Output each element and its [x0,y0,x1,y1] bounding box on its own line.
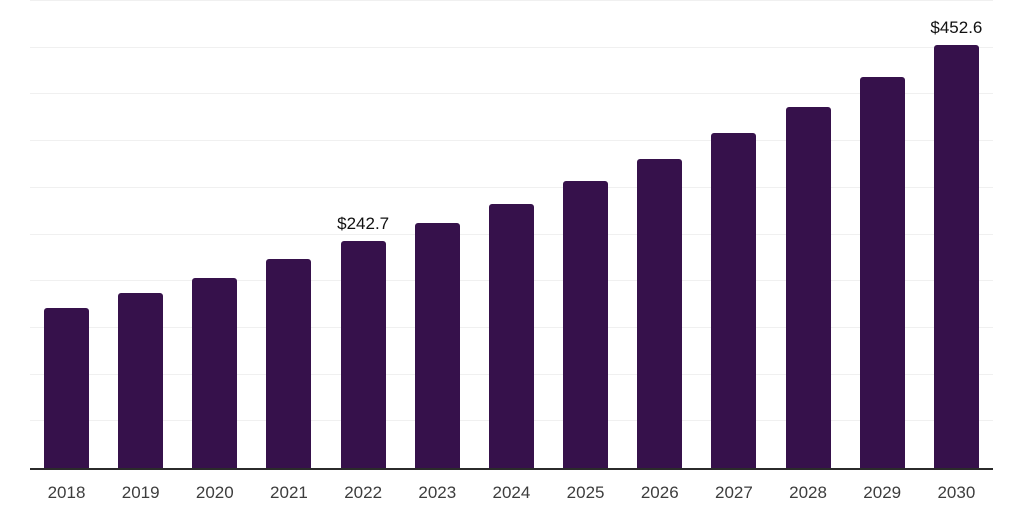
gridline-300 [30,186,993,188]
x-tick-2022: 2022 [344,483,383,502]
bar-cell-2028 [785,1,831,468]
bar-value-label-2022: $242.7 [337,214,390,234]
x-axis-labels: 2018 2019 2020 2021 2022 2023 2024 2025 2026 2027… [30,483,993,503]
bar-2026 [637,159,683,468]
x-tick-2027: 2027 [714,483,753,502]
bar-2025 [563,181,609,468]
bar-2030 [933,45,979,468]
bar-cell-2023 [414,1,460,468]
bar-cell-2024 [488,1,534,468]
x-tick-2020: 2020 [195,483,234,502]
bar-value-label-2030: $452.6 [930,18,983,38]
bar-cell-2026 [637,1,683,468]
gridline-400 [30,93,993,95]
gridline-450 [30,46,993,48]
bar-cell-2019 [118,1,164,468]
x-tick-2030: 2030 [937,483,976,502]
gridline-350 [30,140,993,142]
bar-cell-2020 [192,1,238,468]
bar-2018 [44,308,89,468]
bar-cell-2027 [711,1,757,468]
bars-container: $242.7 $452.6 [30,1,993,468]
bar-2020 [192,277,238,468]
bar-cell-2030: $452.6 [930,1,982,468]
bar-cell-2022: $242.7 [337,1,389,468]
bar-2024 [488,203,534,468]
bar-2028 [785,107,831,468]
bar-cell-2025 [563,1,609,468]
x-tick-2021: 2021 [270,483,308,502]
x-tick-2023: 2023 [418,483,457,502]
bar-2023 [414,222,460,468]
bar-2019 [118,293,164,468]
gridline-500 [30,0,993,1]
bar-cell-2029 [859,1,905,468]
bar-2027 [711,133,757,468]
x-tick-2019: 2019 [121,483,160,502]
x-tick-2029: 2029 [863,483,902,502]
x-tick-2024: 2024 [492,483,531,502]
bar-cell-2018 [44,1,89,468]
x-tick-2028: 2028 [789,483,827,502]
x-tick-2026: 2026 [640,483,679,502]
bar-2029 [859,76,905,468]
plot-area: $242.7 $452.6 [30,0,993,470]
bar-2021 [266,259,312,468]
x-tick-2025: 2025 [566,483,605,502]
bar-cell-2021 [266,1,312,468]
x-tick-2018: 2018 [47,483,86,502]
bar-2022 [340,241,386,468]
